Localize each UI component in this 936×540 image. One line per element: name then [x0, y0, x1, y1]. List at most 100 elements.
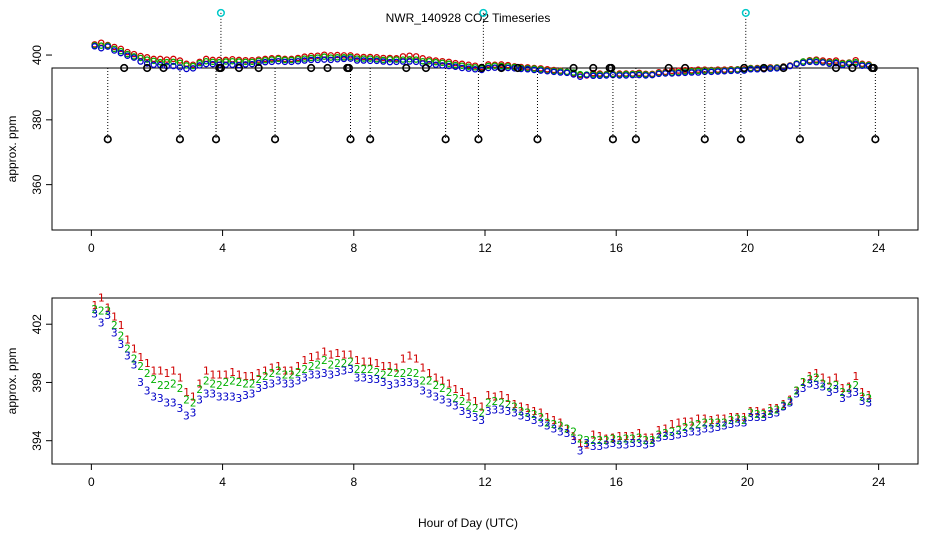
top-series-1-point	[163, 56, 171, 63]
series-1-marker: 1	[268, 361, 275, 374]
series-1-marker: 1	[780, 398, 787, 411]
series-3-marker: 3	[334, 366, 341, 379]
series-3-marker: 3	[328, 369, 335, 382]
top-series-2-point	[150, 57, 157, 65]
series-2-marker: 2	[347, 356, 354, 369]
series-2-marker: 2	[511, 401, 518, 414]
top-series-2-point	[275, 55, 282, 63]
series-3-marker: 3	[446, 396, 453, 409]
series-3-marker: 3	[249, 388, 256, 401]
series-2-marker: 2	[163, 379, 170, 392]
series-1-marker: 1	[314, 350, 321, 363]
flagged-outlier-point	[477, 63, 486, 73]
series-3-marker: 3	[137, 376, 144, 389]
series-3-marker: 3	[557, 425, 564, 438]
flagged-outlier-point	[740, 63, 749, 73]
top-series-3-point	[642, 72, 649, 79]
series-2-marker: 2	[649, 434, 656, 447]
series-1-marker: 1	[793, 385, 800, 398]
series-2-marker: 2	[734, 412, 741, 425]
series-1-marker: 1	[478, 401, 485, 414]
series-2-marker: 2	[787, 395, 794, 408]
top-series-3-point	[819, 59, 827, 66]
series-3-marker: 3	[196, 393, 203, 406]
top-series-3-point	[576, 73, 584, 80]
top-series-3-point	[747, 66, 754, 73]
series-1-marker: 1	[596, 430, 603, 443]
top-series-3-point	[694, 69, 702, 76]
top-series-2-point	[97, 42, 105, 49]
series-2-marker: 2	[793, 385, 800, 398]
top-series-3-point	[544, 67, 551, 75]
series-3-marker: 3	[852, 386, 859, 399]
series-2-marker: 2	[865, 392, 872, 405]
series-3-marker: 3	[642, 439, 649, 452]
top-series-2-point	[209, 58, 216, 66]
top-series-1-point	[170, 55, 177, 63]
top-series-1-point	[327, 52, 335, 59]
top-series-1-point	[117, 45, 125, 53]
series-3-marker: 3	[295, 375, 302, 388]
series-3-marker: 3	[465, 408, 472, 421]
top-series-3-point	[380, 58, 387, 65]
series-2-marker: 2	[354, 363, 361, 376]
series-3-marker: 3	[150, 391, 157, 404]
series-3-marker: 3	[806, 377, 813, 390]
series-3-marker: 3	[492, 404, 499, 417]
series-3-marker: 3	[695, 425, 702, 438]
top-series-3-point	[137, 58, 144, 65]
series-3-marker: 3	[583, 437, 590, 450]
flagged-outlier-point	[402, 63, 411, 73]
top-series-3-point	[616, 72, 623, 79]
series-2-marker: 2	[387, 366, 394, 379]
series-2-marker: 2	[774, 404, 781, 417]
series-1-marker: 1	[321, 345, 328, 358]
top-series-2-point	[163, 58, 171, 66]
series-2-marker: 2	[249, 377, 256, 390]
series-2-marker: 2	[695, 418, 702, 431]
series-2-marker: 2	[820, 377, 827, 390]
top-series-3-point	[465, 65, 472, 72]
top-series-3-point	[439, 62, 446, 69]
top-series-3-point	[91, 43, 98, 50]
series-3-marker: 3	[610, 437, 617, 450]
flagged-outlier-point	[700, 135, 709, 144]
series-2-marker: 2	[373, 366, 380, 379]
top-series-3-point	[307, 56, 315, 64]
flagged-outlier-point	[474, 135, 483, 144]
top-series-3-point	[649, 71, 656, 79]
series-1-marker: 1	[334, 347, 341, 360]
series-1-marker: 1	[800, 376, 807, 389]
series-3-marker: 3	[505, 405, 512, 418]
series-3-marker: 3	[715, 421, 722, 434]
flagged-outlier-point	[159, 63, 168, 73]
series-2-marker: 2	[728, 414, 735, 427]
series-3-marker: 3	[551, 423, 558, 436]
series-1-marker: 1	[150, 364, 157, 377]
series-1-marker: 1	[505, 392, 512, 405]
series-1-marker: 1	[249, 370, 256, 383]
series-1-marker: 1	[426, 367, 433, 380]
top-series-3-point	[799, 59, 807, 67]
series-2-marker: 2	[360, 363, 367, 376]
series-3-marker: 3	[275, 375, 282, 388]
series-2-marker: 2	[177, 382, 184, 395]
top-series-3-point	[143, 60, 151, 67]
top-baseline-points	[91, 39, 873, 80]
series-2-marker: 2	[341, 357, 348, 370]
series-1-marker: 1	[393, 361, 400, 374]
series-3-marker: 3	[603, 439, 610, 452]
top-y-tick-label: 380	[30, 110, 44, 130]
series-2-marker: 2	[98, 305, 105, 318]
top-series-1-point	[334, 51, 341, 59]
series-3-marker: 3	[780, 401, 787, 414]
series-3-marker: 3	[616, 439, 623, 452]
series-2-marker: 2	[551, 418, 558, 431]
top-series-3-point	[668, 70, 676, 77]
series-3-marker: 3	[262, 379, 269, 392]
series-3-marker: 3	[308, 369, 315, 382]
series-2-marker: 2	[229, 375, 236, 388]
top-series-3-point	[104, 43, 112, 50]
series-2-marker: 2	[485, 396, 492, 409]
series-3-marker: 3	[367, 373, 374, 386]
